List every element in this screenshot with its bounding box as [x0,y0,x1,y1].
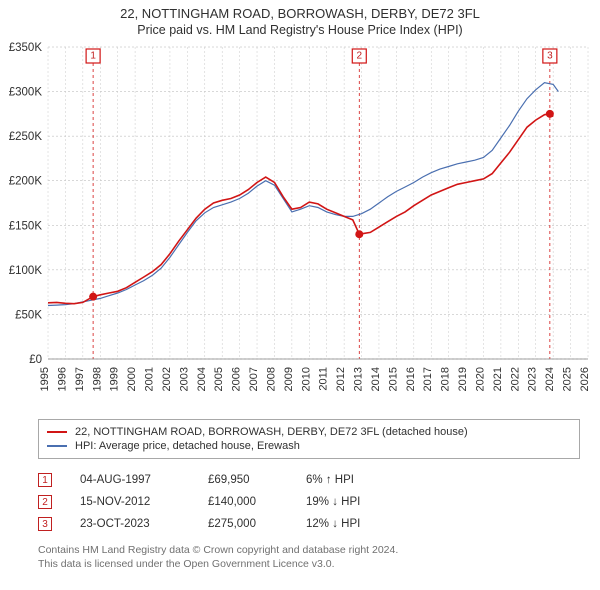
legend-swatch [47,445,67,447]
svg-text:2002: 2002 [161,367,173,391]
svg-text:1: 1 [90,51,96,62]
svg-text:2021: 2021 [492,367,504,391]
svg-text:2011: 2011 [318,367,330,391]
event-date: 23-OCT-2023 [80,518,180,530]
svg-text:2024: 2024 [544,367,556,391]
svg-text:2013: 2013 [353,367,365,391]
legend-label: 22, NOTTINGHAM ROAD, BORROWASH, DERBY, D… [75,426,468,438]
svg-text:£150K: £150K [9,220,43,232]
line-chart: £0 £50K £100K £150K £200K £250K £300K £350K 1995… [0,39,600,419]
svg-text:1998: 1998 [91,367,103,391]
events-list: 1 04-AUG-1997 £69,950 6% ↑ HPI 2 15-NOV-2012 £… [38,469,580,535]
event-price: £69,950 [208,474,278,486]
legend-label: HPI: Average price, detached house, Erew… [75,440,300,452]
event-row: 1 04-AUG-1997 £69,950 6% ↑ HPI [38,469,580,491]
chart-container: 22, NOTTINGHAM ROAD, BORROWASH, DERBY, D… [0,0,600,571]
svg-text:1996: 1996 [56,367,68,391]
svg-text:2026: 2026 [579,367,591,391]
svg-text:3: 3 [547,51,553,62]
event-marker: 3 [38,517,52,531]
legend-item: HPI: Average price, detached house, Erew… [47,439,571,453]
event-price: £140,000 [208,496,278,508]
event-date: 04-AUG-1997 [80,474,180,486]
event-row: 2 15-NOV-2012 £140,000 19% ↓ HPI [38,491,580,513]
svg-text:2022: 2022 [509,367,521,391]
svg-text:2017: 2017 [422,367,434,391]
svg-text:2014: 2014 [370,367,382,391]
event-delta: 12% ↓ HPI [306,518,580,530]
event-delta: 6% ↑ HPI [306,474,580,486]
svg-text:2009: 2009 [283,367,295,391]
svg-text:2010: 2010 [300,367,312,391]
chart-area: £0 £50K £100K £150K £200K £250K £300K £350K 1995… [0,39,600,419]
event-delta: 19% ↓ HPI [306,496,580,508]
svg-text:£0: £0 [29,354,42,366]
event-marker: 2 [38,495,52,509]
svg-text:£250K: £250K [9,131,43,143]
svg-text:2007: 2007 [248,367,260,391]
svg-text:2000: 2000 [126,367,138,391]
svg-text:2003: 2003 [178,367,190,391]
svg-text:2004: 2004 [196,367,208,391]
event-price: £275,000 [208,518,278,530]
legend-item: 22, NOTTINGHAM ROAD, BORROWASH, DERBY, D… [47,425,571,439]
svg-text:2: 2 [357,51,363,62]
svg-text:£50K: £50K [15,309,42,321]
svg-text:£200K: £200K [9,176,43,188]
event-date: 15-NOV-2012 [80,496,180,508]
event-marker: 1 [38,473,52,487]
event-row: 3 23-OCT-2023 £275,000 12% ↓ HPI [38,513,580,535]
footer-line2: This data is licensed under the Open Gov… [38,557,580,571]
title-subtitle: Price paid vs. HM Land Registry's House … [0,23,600,37]
svg-text:2023: 2023 [527,367,539,391]
svg-text:2008: 2008 [265,367,277,391]
svg-text:£300K: £300K [9,87,43,99]
svg-text:2006: 2006 [231,367,243,391]
svg-text:2012: 2012 [335,367,347,391]
svg-text:2020: 2020 [474,367,486,391]
svg-text:2016: 2016 [405,367,417,391]
legend: 22, NOTTINGHAM ROAD, BORROWASH, DERBY, D… [38,419,580,459]
svg-text:2025: 2025 [562,367,574,391]
svg-text:2015: 2015 [387,367,399,391]
svg-text:2018: 2018 [440,367,452,391]
title-address: 22, NOTTINGHAM ROAD, BORROWASH, DERBY, D… [0,6,600,21]
svg-text:2019: 2019 [457,367,469,391]
svg-text:2001: 2001 [144,367,156,391]
svg-text:1997: 1997 [74,367,86,391]
svg-text:£350K: £350K [9,42,43,54]
svg-text:1995: 1995 [39,367,51,391]
title-block: 22, NOTTINGHAM ROAD, BORROWASH, DERBY, D… [0,0,600,39]
footer-attribution: Contains HM Land Registry data © Crown c… [38,543,580,571]
svg-text:£100K: £100K [9,265,43,277]
footer-line1: Contains HM Land Registry data © Crown c… [38,543,580,557]
svg-text:2005: 2005 [213,367,225,391]
legend-swatch [47,431,67,433]
svg-text:1999: 1999 [109,367,121,391]
